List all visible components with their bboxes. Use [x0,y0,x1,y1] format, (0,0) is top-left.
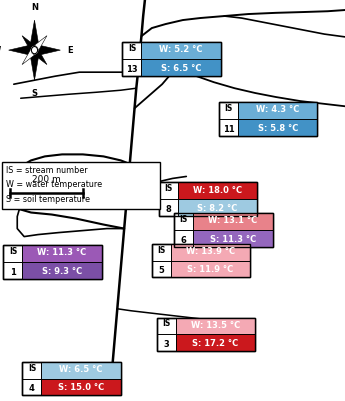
Bar [22,245,102,262]
Bar [41,379,121,395]
Text: 13: 13 [126,65,138,73]
Text: N: N [31,3,38,12]
Text: 200 m: 200 m [32,176,61,184]
Text: S: 6.5 °C: S: 6.5 °C [161,64,201,73]
Bar [2,162,160,209]
Text: W: 11.3 °C: W: 11.3 °C [38,249,87,257]
Text: IS = stream number: IS = stream number [6,166,88,175]
Bar [176,334,255,351]
Text: S: 11.9 °C: S: 11.9 °C [187,265,234,274]
Polygon shape [9,44,34,56]
Bar [122,42,221,76]
Bar [159,182,257,216]
Text: W: 5.2 °C: W: 5.2 °C [159,45,203,54]
Bar [219,102,317,136]
Text: W: 4.3 °C: W: 4.3 °C [256,105,299,114]
Text: 4: 4 [29,384,35,393]
Bar [193,213,273,230]
Bar [122,42,221,76]
Bar [238,102,317,119]
Bar [174,213,273,247]
Bar [171,244,250,261]
Polygon shape [34,44,60,56]
Bar [22,362,121,395]
Text: 5: 5 [158,266,164,275]
Bar [41,362,121,379]
Bar [22,262,102,279]
Text: IS: IS [162,320,170,328]
Bar [176,318,255,334]
Text: S = soil temperature: S = soil temperature [6,195,90,204]
Bar [178,182,257,199]
Polygon shape [32,47,47,65]
Text: S: 5.8 °C: S: 5.8 °C [257,124,298,133]
Text: W: 13.5 °C: W: 13.5 °C [191,321,240,330]
Text: IS: IS [9,247,17,256]
Text: W: 13.1 °C: W: 13.1 °C [208,217,257,225]
Text: IS: IS [225,104,233,113]
Bar [152,244,250,277]
Bar [174,213,273,247]
Text: W: 18.0 °C: W: 18.0 °C [193,186,242,194]
Text: 11: 11 [223,125,235,134]
Text: IS: IS [164,184,172,193]
Text: S: S [31,89,38,97]
Text: S: 11.3 °C: S: 11.3 °C [210,235,256,244]
Text: S: 15.0 °C: S: 15.0 °C [58,383,104,392]
Bar [157,318,255,351]
Text: IS: IS [128,44,136,53]
Bar [219,102,317,136]
Polygon shape [29,50,40,80]
Bar [141,59,221,76]
Bar [157,318,255,351]
Text: 6: 6 [181,236,187,245]
Bar [193,230,273,247]
Bar [159,182,257,216]
Text: W: W [0,46,1,55]
Text: S: 8.2 °C: S: 8.2 °C [197,204,238,213]
Text: W: 13.9 °C: W: 13.9 °C [186,247,235,256]
Text: IS: IS [180,215,188,224]
Text: W: 6.5 °C: W: 6.5 °C [59,365,103,374]
Polygon shape [22,36,37,53]
Text: S: 9.3 °C: S: 9.3 °C [42,267,82,276]
Bar [171,261,250,277]
Bar [238,119,317,136]
Bar [22,362,121,395]
Text: 3: 3 [164,340,169,349]
Text: IS: IS [157,246,165,255]
Bar [178,199,257,216]
Bar [3,245,102,279]
Text: W = water temperature: W = water temperature [6,180,102,189]
Bar [141,42,221,59]
Polygon shape [32,36,47,53]
Text: E: E [68,46,73,55]
Polygon shape [29,20,40,50]
Bar [152,244,250,277]
Circle shape [31,47,38,54]
Text: S: 17.2 °C: S: 17.2 °C [193,339,239,348]
Text: 8: 8 [165,205,171,214]
Text: IS: IS [28,364,36,373]
Text: 1: 1 [10,268,16,277]
Polygon shape [22,47,37,65]
Bar [3,245,102,279]
